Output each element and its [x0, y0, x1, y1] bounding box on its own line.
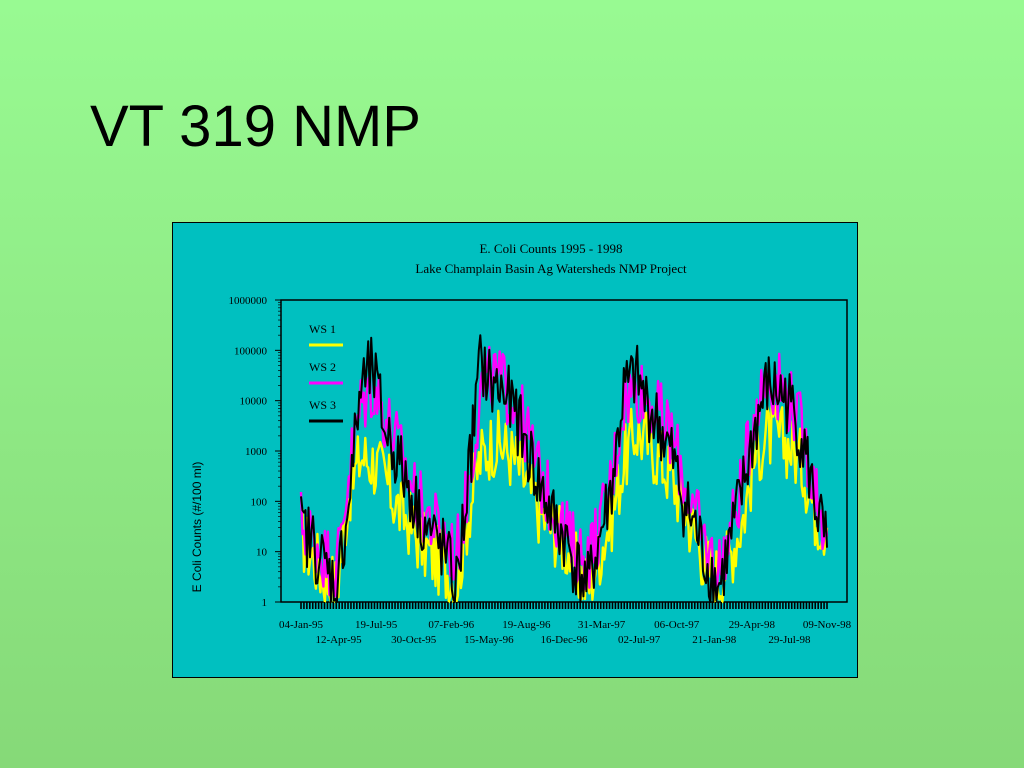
chart-panel: E. Coli Counts 1995 - 1998 Lake Champlai… — [172, 222, 858, 678]
x-tick-label: 19-Aug-96 — [502, 619, 551, 631]
y-tick-label: 1000 — [245, 446, 268, 458]
x-tick-label: 04-Jan-95 — [279, 619, 323, 631]
legend-label: WS 3 — [309, 398, 336, 412]
series-line-ws-3 — [300, 334, 828, 603]
y-axis-label: E Coli Counts (#/100 ml) — [190, 462, 204, 593]
y-tick-label: 100000 — [234, 345, 268, 357]
x-tick-label: 02-Jul-97 — [618, 634, 661, 646]
x-tick-label: 19-Jul-95 — [355, 619, 398, 631]
chart-svg: E. Coli Counts 1995 - 1998 Lake Champlai… — [190, 241, 852, 646]
chart-subtitle: Lake Champlain Basin Ag Watersheds NMP P… — [415, 261, 687, 276]
x-tick-label: 07-Feb-96 — [428, 619, 474, 631]
y-tick-label: 1000000 — [229, 295, 268, 307]
x-tick-label: 30-Oct-95 — [391, 634, 437, 646]
legend-label: WS 1 — [309, 322, 336, 336]
series-line-ws-2 — [299, 345, 829, 598]
slide-title: VT 319 NMP — [90, 94, 421, 159]
x-tick-label: 15-May-96 — [464, 634, 514, 646]
y-tick-label: 100 — [251, 496, 268, 508]
y-tick-label: 10000 — [240, 396, 268, 408]
x-tick-label: 21-Jan-98 — [692, 634, 736, 646]
x-tick-label: 09-Nov-98 — [803, 619, 852, 631]
x-tick-label: 31-Mar-97 — [578, 619, 626, 631]
x-tick-label: 29-Jul-98 — [768, 634, 811, 646]
chart-title: E. Coli Counts 1995 - 1998 — [479, 241, 622, 256]
x-tick-label: 16-Dec-96 — [540, 634, 588, 646]
x-tick-label: 06-Oct-97 — [654, 619, 700, 631]
legend-label: WS 2 — [309, 360, 336, 374]
y-tick-label: 10 — [256, 547, 268, 559]
x-tick-label: 12-Apr-95 — [315, 634, 362, 646]
y-tick-label: 1 — [262, 597, 268, 609]
x-tick-label: 29-Apr-98 — [729, 619, 776, 631]
